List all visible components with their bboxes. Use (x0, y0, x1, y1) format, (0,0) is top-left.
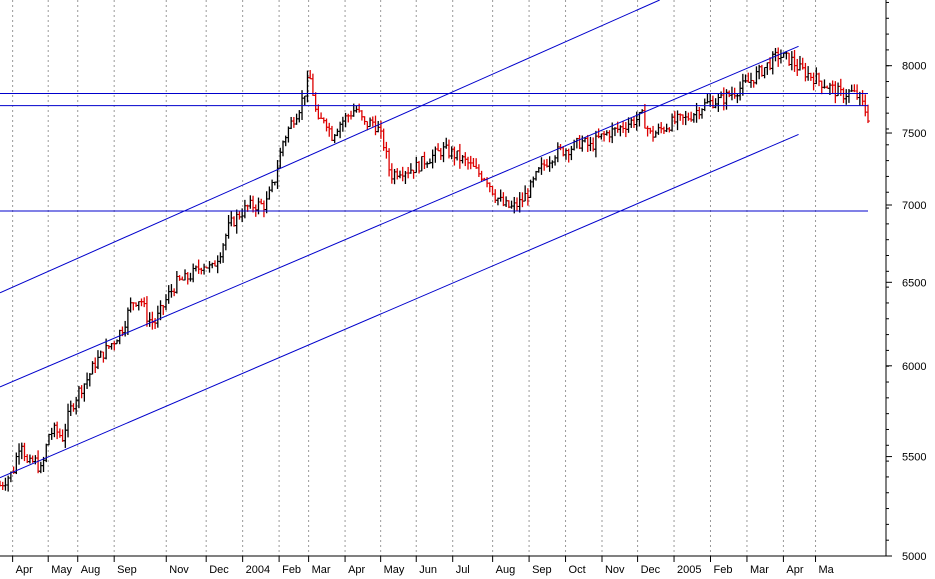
x-tick-label: Jun (419, 564, 437, 576)
trend-line (0, 0, 660, 294)
trend-lines (0, 0, 799, 479)
x-tick-label: Nov (605, 564, 625, 576)
x-tick-label: May (51, 564, 72, 576)
y-tick-label: 5000 (902, 551, 926, 563)
x-tick-label: 2005 (677, 564, 701, 576)
horizontal-lines (0, 92, 868, 212)
x-tick-label: Dec (209, 564, 229, 576)
x-tick-label: Apr (16, 564, 33, 576)
x-tick-label: 2004 (246, 564, 270, 576)
x-tick-label: Oct (569, 564, 586, 576)
y-tick-label: 5500 (902, 452, 926, 464)
x-tick-label: Aug (81, 564, 101, 576)
y-tick-label: 7000 (902, 200, 926, 212)
x-tick-label: Feb (713, 564, 732, 576)
y-axis: 5000 5500 6000 6500 7000 7500 8000 (886, 1, 926, 563)
x-tick-label: Aug (496, 564, 516, 576)
x-tick-label: Dec (641, 564, 661, 576)
x-tick-label: Mar (312, 564, 331, 576)
x-tick-label: Sep (532, 564, 552, 576)
y-tick-label: 7500 (902, 128, 926, 140)
x-tick-label: Feb (282, 564, 301, 576)
x-tick-label: Ma (819, 564, 835, 576)
x-tick-label: Sep (117, 564, 137, 576)
x-axis: Apr May Aug Sep Nov Dec 2004 Feb Mar Apr May Jun Jul… (12, 556, 835, 576)
x-tick-label: Jul (456, 564, 470, 576)
x-tick-label: May (384, 564, 405, 576)
y-tick-label: 6500 (902, 277, 926, 289)
x-tick-label: Mar (750, 564, 769, 576)
trend-line (0, 133, 799, 479)
x-tick-label: Nov (169, 564, 189, 576)
x-tick-label: Apr (786, 564, 803, 576)
x-tick-label: Apr (348, 564, 365, 576)
y-tick-label: 6000 (902, 361, 926, 373)
trend-line (0, 45, 799, 388)
y-tick-label: 8000 (902, 61, 926, 73)
